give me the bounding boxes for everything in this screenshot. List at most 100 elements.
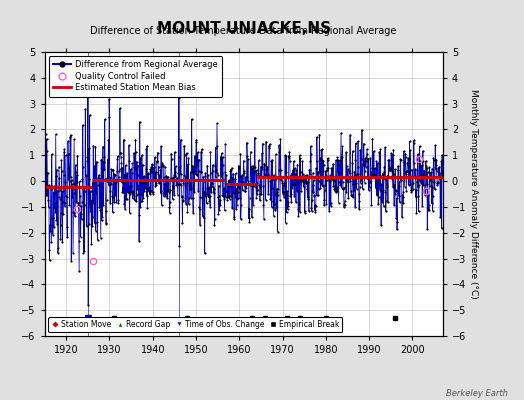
Point xyxy=(354,138,362,144)
Point xyxy=(388,176,397,182)
Point xyxy=(280,180,289,186)
Point xyxy=(268,157,276,163)
Point xyxy=(83,158,91,164)
Point xyxy=(210,190,218,196)
Point xyxy=(53,188,62,194)
Point xyxy=(175,242,183,249)
Point xyxy=(401,154,410,161)
Point xyxy=(358,127,366,133)
Point xyxy=(196,194,204,200)
Point xyxy=(101,208,110,214)
Point xyxy=(56,196,64,202)
Point xyxy=(158,160,167,166)
Point xyxy=(53,221,61,227)
Point xyxy=(72,172,81,179)
Point xyxy=(159,162,167,168)
Point xyxy=(261,175,269,181)
Point xyxy=(320,197,329,204)
Point xyxy=(244,180,253,186)
Point xyxy=(138,197,147,204)
Point xyxy=(416,158,424,165)
Point xyxy=(45,247,53,254)
Point xyxy=(418,157,427,164)
Point xyxy=(344,166,352,172)
Point xyxy=(363,158,372,165)
Point xyxy=(363,146,371,153)
Point xyxy=(405,182,413,188)
Point xyxy=(108,176,116,183)
Point xyxy=(101,176,110,183)
Point xyxy=(183,179,191,186)
Point xyxy=(178,194,186,200)
Point xyxy=(87,202,95,209)
Point xyxy=(75,268,83,275)
Point xyxy=(346,132,354,138)
Point xyxy=(247,163,256,170)
Point xyxy=(133,192,141,198)
Point xyxy=(403,168,411,175)
Point xyxy=(385,174,393,180)
Point xyxy=(373,192,381,198)
Point xyxy=(411,174,419,181)
Point xyxy=(202,200,211,207)
Point xyxy=(109,194,117,200)
Point xyxy=(117,154,125,160)
Point xyxy=(206,149,215,155)
Point xyxy=(58,167,66,174)
Point xyxy=(189,163,198,169)
Point xyxy=(371,165,379,172)
Point xyxy=(241,188,249,195)
Point xyxy=(311,208,320,215)
Point xyxy=(188,163,196,169)
Point xyxy=(148,161,156,167)
Point xyxy=(269,213,278,219)
Point xyxy=(292,166,301,173)
Point xyxy=(334,168,342,175)
Point xyxy=(327,203,335,209)
Point xyxy=(135,182,143,188)
Point xyxy=(128,195,137,202)
Point xyxy=(376,172,384,178)
Point xyxy=(336,157,344,164)
Point xyxy=(205,198,214,204)
Point xyxy=(78,176,86,182)
Point xyxy=(115,166,124,172)
Point xyxy=(279,190,287,197)
Point xyxy=(94,175,103,181)
Y-axis label: Monthly Temperature Anomaly Difference (°C): Monthly Temperature Anomaly Difference (… xyxy=(469,89,478,299)
Point xyxy=(258,164,267,170)
Point xyxy=(185,182,194,188)
Point xyxy=(329,176,337,183)
Point xyxy=(371,171,379,178)
Point xyxy=(383,184,391,190)
Point xyxy=(80,248,89,254)
Point xyxy=(262,138,270,145)
Point xyxy=(73,152,82,159)
Point xyxy=(57,222,65,228)
Point xyxy=(398,191,407,198)
Point xyxy=(366,155,375,162)
Point xyxy=(395,179,403,186)
Point xyxy=(248,183,257,189)
Point xyxy=(221,207,229,214)
Point xyxy=(54,245,62,251)
Point xyxy=(424,192,432,198)
Point xyxy=(304,178,312,185)
Point xyxy=(228,189,237,196)
Point xyxy=(275,142,283,148)
Point xyxy=(361,180,369,186)
Point xyxy=(173,177,181,183)
Point xyxy=(304,175,313,181)
Point xyxy=(122,196,130,202)
Point xyxy=(407,189,416,195)
Point xyxy=(261,197,270,203)
Point xyxy=(417,174,425,180)
Point xyxy=(341,202,349,208)
Point xyxy=(376,146,385,152)
Point xyxy=(384,172,392,179)
Point xyxy=(108,209,117,215)
Point xyxy=(355,206,363,212)
Point xyxy=(330,186,339,192)
Point xyxy=(268,176,277,182)
Point xyxy=(434,179,442,186)
